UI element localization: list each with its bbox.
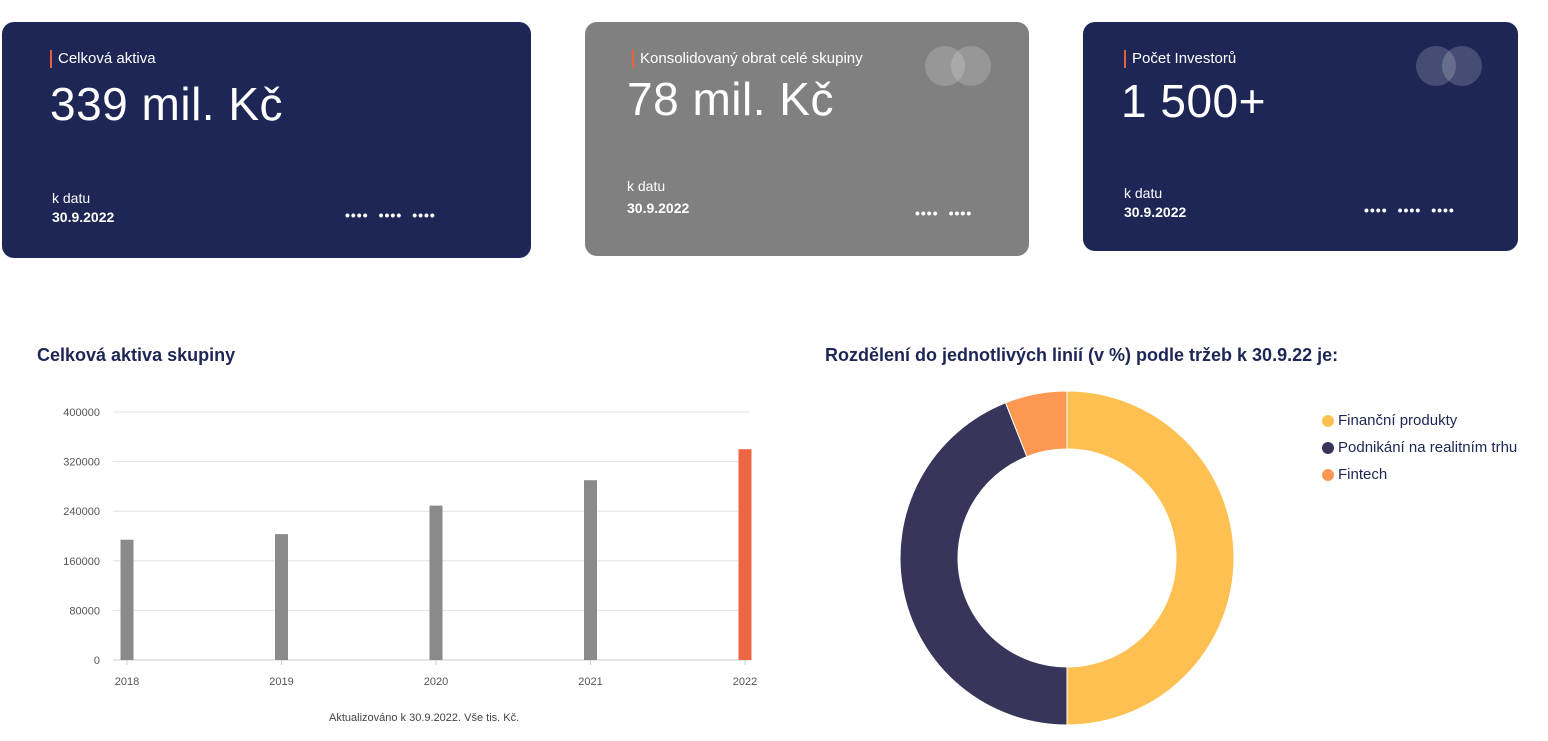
card-value: 78 mil. Kč bbox=[627, 73, 834, 125]
bar-2019 bbox=[275, 534, 288, 660]
legend-item-fintech[interactable]: Fintech bbox=[1322, 461, 1517, 488]
bar-2020 bbox=[429, 505, 443, 660]
x-tick-label: 2021 bbox=[578, 676, 602, 688]
bar-chart-title: Celková aktiva skupiny bbox=[37, 345, 236, 365]
card-date-value: 30.9.2022 bbox=[52, 209, 115, 225]
donut-slice-0 bbox=[1066, 390, 1235, 726]
card-logo-icon bbox=[925, 46, 991, 86]
card-dots-group: •••• bbox=[412, 207, 436, 223]
donut-slice-2 bbox=[1004, 390, 1068, 458]
card-dots-group: •••• bbox=[378, 207, 403, 223]
y-tick-label: 160000 bbox=[63, 556, 100, 568]
card-dots-group: •••• bbox=[345, 207, 369, 223]
card-date-label: k datu bbox=[1124, 185, 1163, 201]
card-dots-group: •••• bbox=[915, 205, 939, 221]
card-date-label: k datu bbox=[627, 178, 666, 194]
donut-slice-1 bbox=[899, 402, 1068, 726]
legend-dot bbox=[1322, 441, 1334, 454]
bar-chart-note: Aktualizováno k 30.9.2022. Vše tis. Kč. bbox=[329, 712, 520, 724]
card-dots: •••• •••• bbox=[905, 205, 972, 221]
logo-circle-right bbox=[951, 46, 991, 86]
legend-item-financni-produkty[interactable]: Finanční produkty bbox=[1322, 407, 1517, 434]
card-date-value: 30.9.2022 bbox=[627, 200, 690, 216]
legend-item-podnikani-realitni[interactable]: Podnikání na realitním trhu bbox=[1322, 434, 1517, 461]
card-date-label: k datu bbox=[52, 190, 91, 206]
card-dots: •••• •••• •••• bbox=[1354, 202, 1455, 218]
card-dots: •••• •••• •••• bbox=[335, 207, 436, 223]
card-label: Počet Investorů bbox=[1124, 50, 1236, 68]
bar-2022 bbox=[738, 449, 752, 660]
card-dots-group: •••• bbox=[1431, 202, 1455, 218]
x-tick-label: 2022 bbox=[733, 676, 757, 688]
legend-label: Fintech bbox=[1338, 466, 1388, 483]
x-tick-label: 2019 bbox=[269, 676, 293, 688]
x-tick-label: 2018 bbox=[115, 676, 139, 688]
card-label: Konsolidovaný obrat celé skupiny bbox=[632, 50, 863, 68]
donut-chart-title: Rozdělení do jednotlivých linií (v %) po… bbox=[825, 345, 1339, 365]
card-label: Celková aktiva bbox=[50, 50, 156, 68]
bar-2018 bbox=[120, 539, 134, 660]
donut-legend: Finanční produkty Podnikání na realitním… bbox=[1322, 407, 1517, 488]
x-tick-label: 2020 bbox=[424, 676, 448, 688]
donut-chart bbox=[899, 390, 1235, 726]
legend-label: Finanční produkty bbox=[1338, 412, 1458, 429]
stat-card-total-assets: Celková aktiva 339 mil. Kč k datu 30.9.2… bbox=[2, 22, 531, 258]
stat-card-investors: Počet Investorů 1 500+ k datu 30.9.2022 … bbox=[1083, 22, 1518, 251]
stat-card-turnover: Konsolidovaný obrat celé skupiny 78 mil.… bbox=[585, 22, 1029, 256]
card-dots-group: •••• bbox=[948, 205, 973, 221]
y-tick-label: 0 bbox=[94, 655, 100, 667]
legend-dot bbox=[1322, 414, 1334, 427]
y-tick-label: 400000 bbox=[63, 407, 100, 419]
bar-chart: 0 80000 160000 240000 320000 400000 2018 2019 20… bbox=[63, 407, 757, 688]
logo-circle-left bbox=[1416, 46, 1456, 86]
card-logo-icon bbox=[1416, 46, 1482, 86]
logo-circle-left bbox=[925, 46, 965, 86]
legend-dot bbox=[1322, 468, 1334, 481]
card-dots-group: •••• bbox=[1364, 202, 1388, 218]
logo-circle-right bbox=[1442, 46, 1482, 86]
card-date-value: 30.9.2022 bbox=[1124, 204, 1187, 220]
y-tick-label: 320000 bbox=[63, 457, 100, 469]
bar-2021 bbox=[584, 480, 597, 660]
card-value: 339 mil. Kč bbox=[50, 78, 284, 130]
y-tick-label: 240000 bbox=[63, 506, 100, 518]
legend-label: Podnikání na realitním trhu bbox=[1338, 439, 1518, 456]
card-value: 1 500+ bbox=[1121, 75, 1266, 127]
y-tick-label: 80000 bbox=[69, 605, 100, 617]
card-dots-group: •••• bbox=[1397, 202, 1422, 218]
